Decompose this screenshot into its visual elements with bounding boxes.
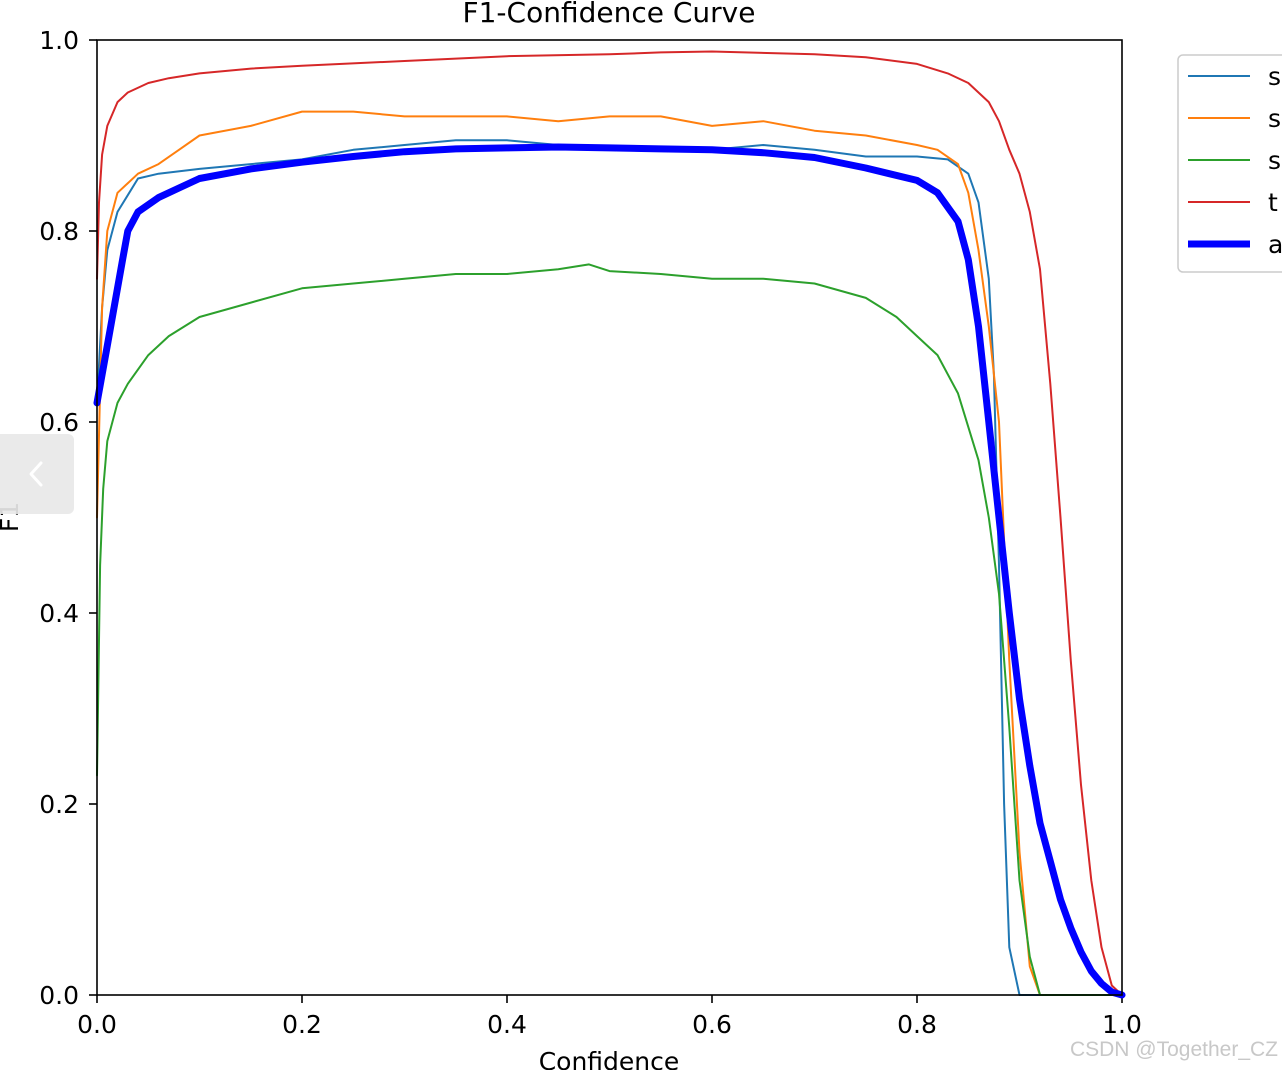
y-tick-label: 0.8: [39, 217, 79, 246]
legend-label: a: [1268, 230, 1282, 259]
series-line-3: [96, 263, 1123, 996]
x-tick-labels: 0.0 0.2 0.4 0.6 0.8 1.0: [77, 1010, 1142, 1039]
x-tick-label: 0.8: [897, 1010, 937, 1039]
x-tick-label: 0.4: [487, 1010, 527, 1039]
chevron-left-icon: [29, 461, 43, 487]
series-line-2: [96, 110, 1123, 996]
chart-title: F1-Confidence Curve: [463, 0, 756, 29]
x-tick-label: 0.0: [77, 1010, 117, 1039]
series-line-5: [93, 143, 1126, 999]
legend-label: s: [1268, 104, 1281, 133]
watermark-text: CSDN @Together_CZ: [1069, 1038, 1278, 1061]
y-tick-label: 0.2: [39, 790, 79, 819]
legend-label: s: [1268, 146, 1281, 175]
legend-label: s: [1268, 62, 1281, 91]
x-tick-label: 1.0: [1102, 1010, 1142, 1039]
series-line-4: [96, 50, 1123, 996]
legend-label: t: [1268, 188, 1278, 217]
y-tick-label: 1.0: [39, 26, 79, 55]
y-tick-label: 0.6: [39, 408, 79, 437]
x-tick-label: 0.6: [692, 1010, 732, 1039]
y-tick-label: 0.4: [39, 599, 79, 628]
ticks: [89, 39, 1123, 1003]
y-tick-label: 0.0: [39, 981, 79, 1010]
x-axis-label: Confidence: [539, 1047, 680, 1070]
plot-frame: [96, 39, 1123, 996]
y-tick-labels: 0.0 0.2 0.4 0.6 0.8 1.0: [39, 26, 79, 1010]
x-tick-label: 0.2: [282, 1010, 322, 1039]
legend-box: [1177, 54, 1282, 273]
previous-button[interactable]: [0, 434, 74, 514]
series-lines: [93, 50, 1126, 999]
